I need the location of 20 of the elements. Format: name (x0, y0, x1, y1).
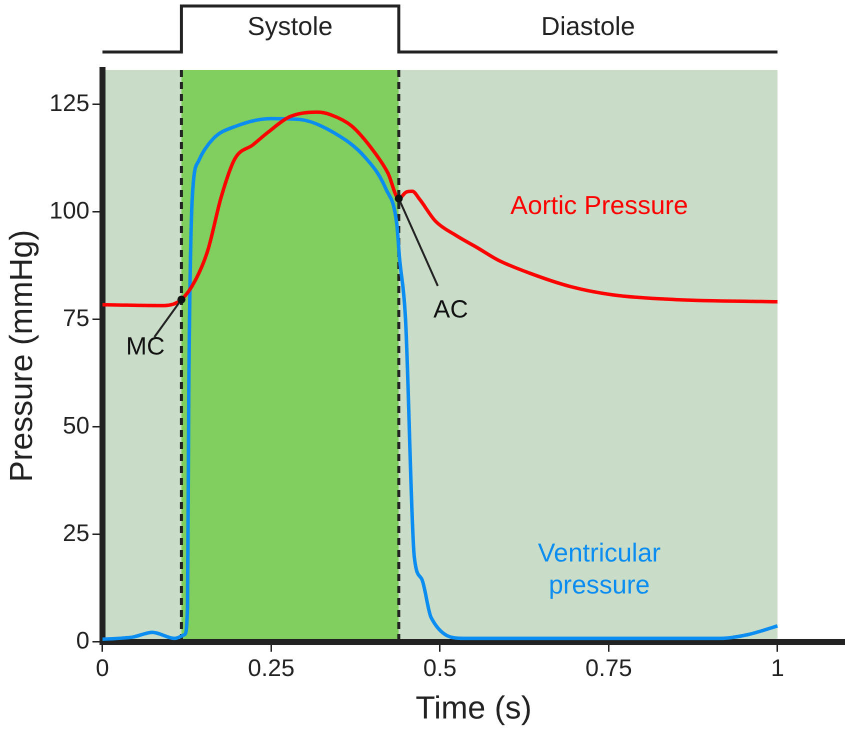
x-tick-label: 0 (96, 654, 110, 682)
x-tick-label: 1 (770, 654, 784, 682)
band-label: Systole (247, 11, 333, 42)
annotation: MC (126, 332, 165, 360)
y-tick-label: 25 (62, 520, 90, 547)
x-tick-label: 0.5 (423, 654, 457, 682)
y-tick-label: 100 (49, 198, 90, 224)
y-tick-label: 125 (49, 90, 90, 118)
series-label: Ventricular pressure (538, 538, 662, 600)
x-tick-label: 0.75 (585, 654, 632, 682)
y-axis-title: Pressure (mmHg) (3, 230, 40, 482)
band-label: Diastole (541, 11, 636, 42)
y-tick-label: 0 (76, 627, 90, 654)
y-tick-label: 75 (62, 304, 90, 332)
series-label: Aortic Pressure (510, 190, 688, 220)
line-series (102, 116, 780, 641)
x-tick-label: 0.25 (248, 654, 295, 682)
y-tick-label: 50 (62, 412, 90, 440)
x-axis-title: Time (s) (416, 690, 532, 726)
annotation: AC (433, 295, 468, 324)
